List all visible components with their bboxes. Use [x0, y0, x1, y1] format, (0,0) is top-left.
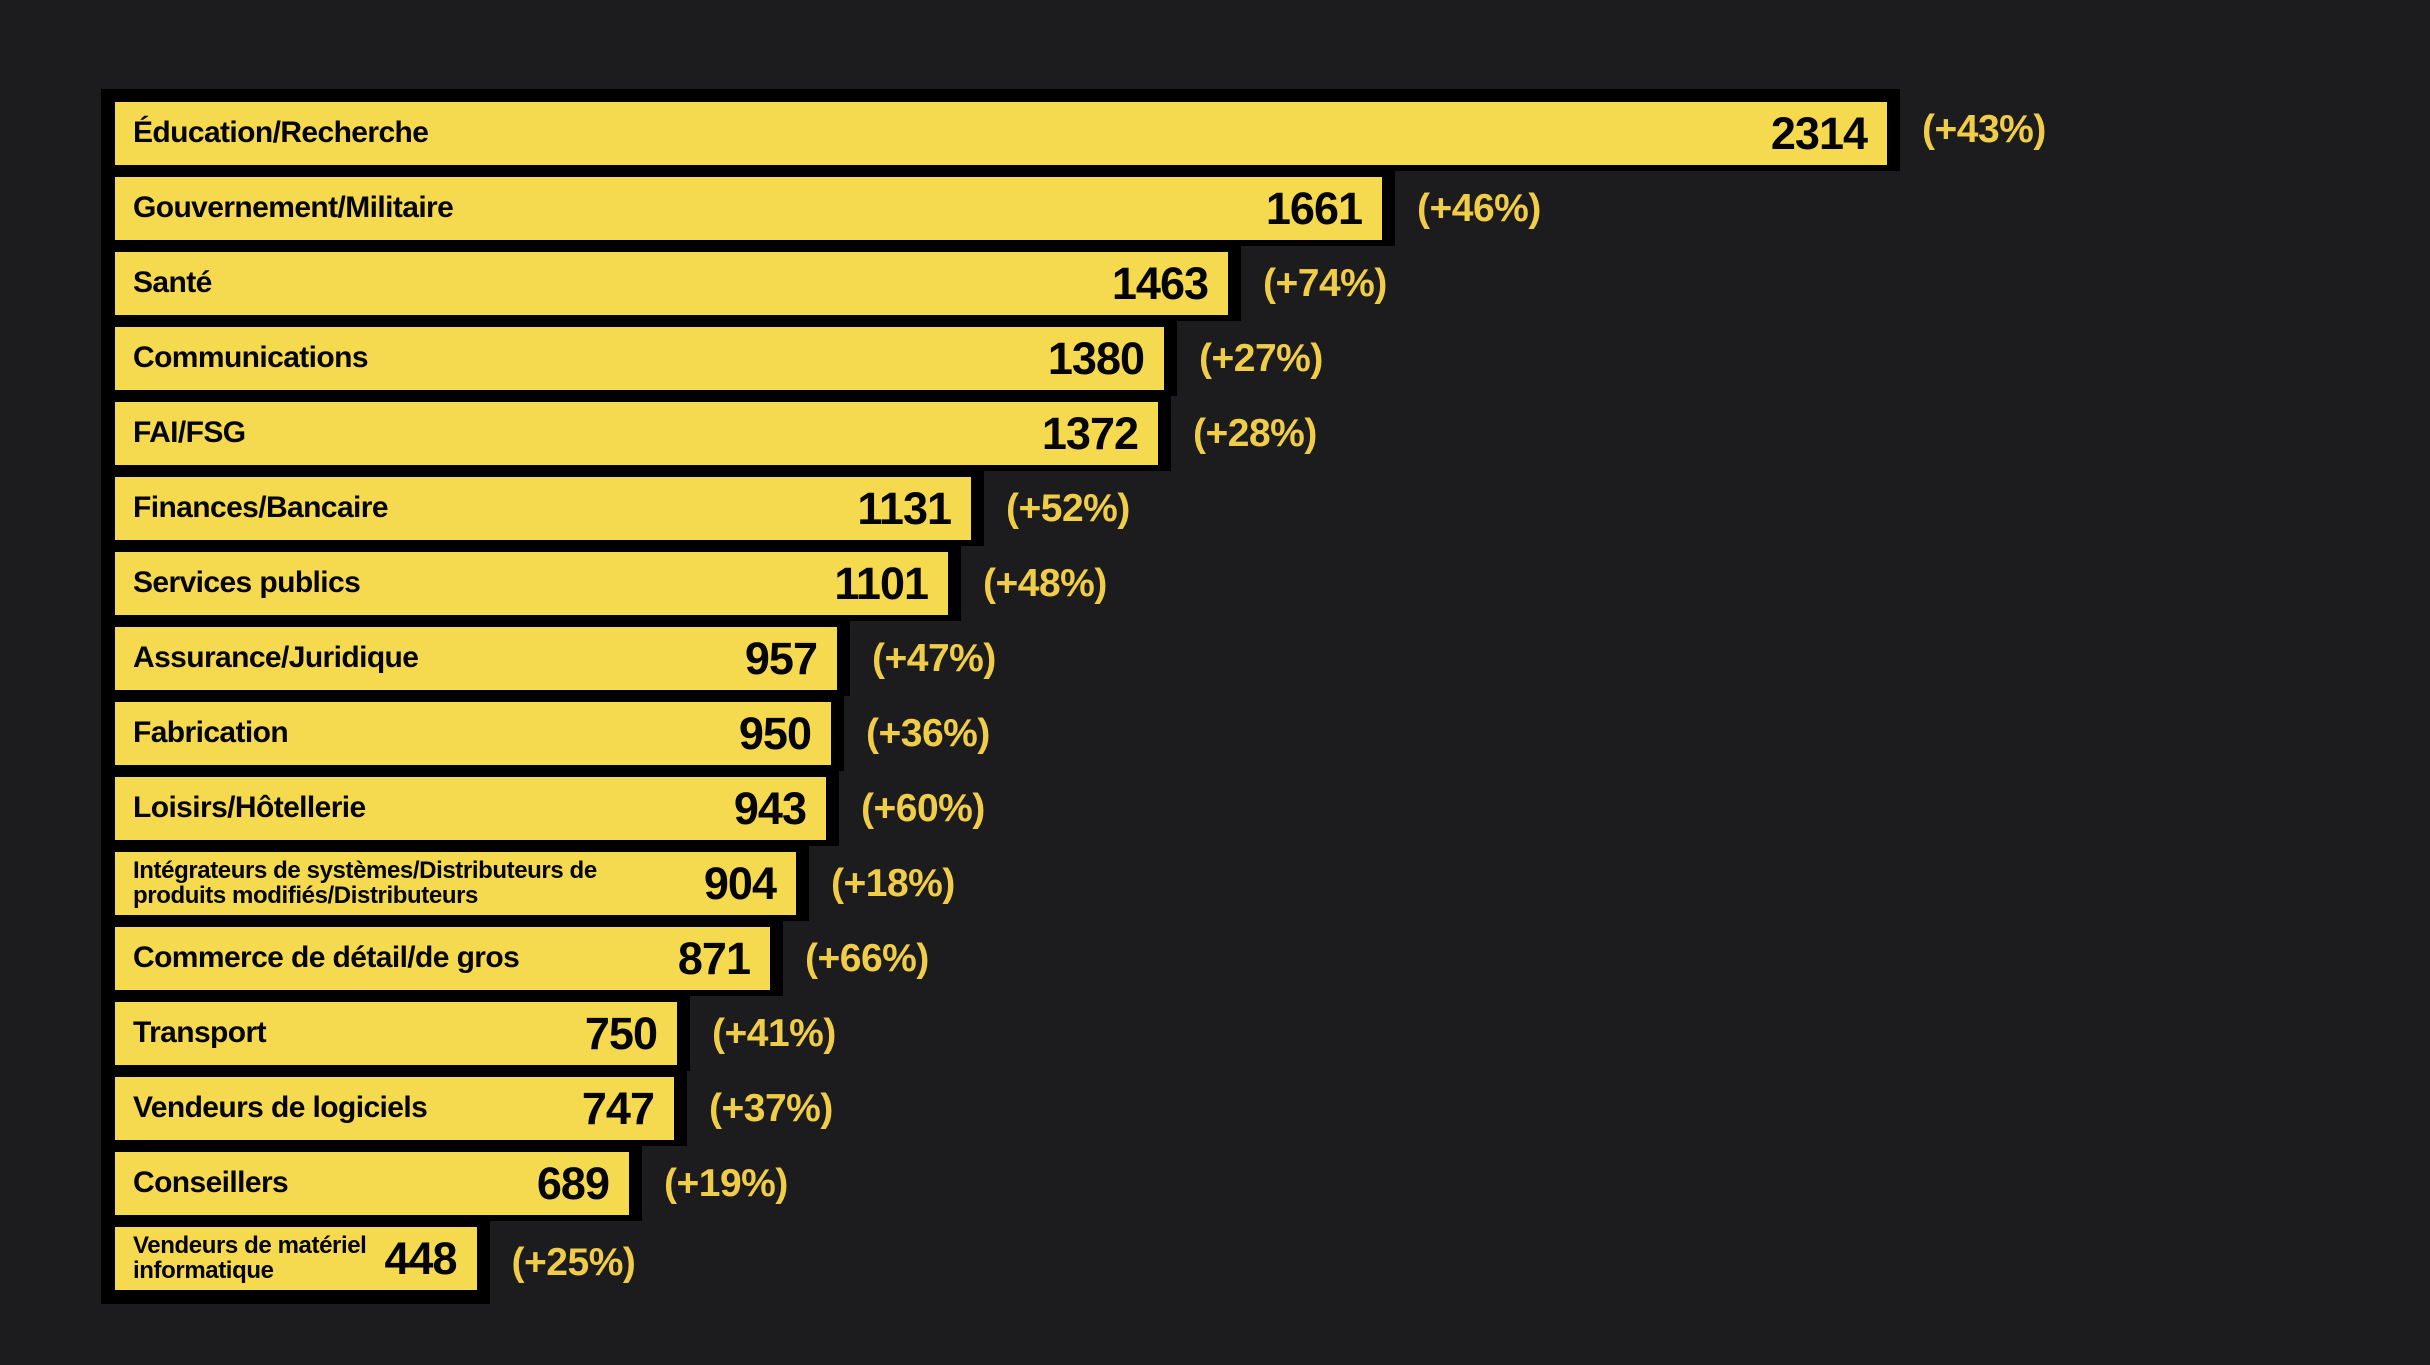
- bar-value: 448: [384, 1232, 457, 1284]
- bar-label: Santé: [133, 266, 212, 300]
- bar: Services publics 1101: [115, 552, 948, 615]
- bar-label: Finances/Bancaire: [133, 491, 389, 525]
- bar-value: 689: [536, 1157, 610, 1209]
- bar-row: Conseillers 689 (+19%): [101, 1146, 2046, 1221]
- bar: Éducation/Recherche 2314: [115, 102, 1887, 165]
- bar: Finances/Bancaire 1131: [115, 477, 971, 540]
- bar-label: Conseillers: [133, 1166, 289, 1200]
- bar-outline: Communications 1380: [101, 321, 1177, 396]
- bar-outline: Fabrication 950: [101, 696, 844, 771]
- bar-label: Commerce de détail/de gros: [133, 941, 520, 975]
- bar-outline: Finances/Bancaire 1131: [101, 471, 984, 546]
- bar-outline: Transport 750: [101, 996, 690, 1071]
- bar-change-label: (+66%): [805, 936, 929, 980]
- bar: Fabrication 950: [115, 702, 831, 765]
- bar-change-label: (+28%): [1193, 411, 1317, 455]
- bar-row: Loisirs/Hôtellerie 943 (+60%): [101, 771, 2046, 846]
- bar-row: Intégrateurs de systèmes/Distributeurs d…: [101, 846, 2046, 921]
- bar-label: Vendeurs de logiciels: [133, 1091, 428, 1125]
- bar: Communications 1380: [115, 327, 1164, 390]
- bar-label: Gouvernement/Militaire: [133, 191, 454, 225]
- bar: Gouvernement/Militaire 1661: [115, 177, 1382, 240]
- bar-label: Assurance/Juridique: [133, 641, 419, 675]
- bar-value: 904: [703, 857, 777, 909]
- bar-row: Commerce de détail/de gros 871 (+66%): [101, 921, 2046, 996]
- bar-value: 1380: [1047, 332, 1145, 384]
- bar-outline: Conseillers 689: [101, 1146, 642, 1221]
- bar: Commerce de détail/de gros 871: [115, 927, 770, 990]
- bar-outline: Assurance/Juridique 957: [101, 621, 850, 696]
- bar-outline: Gouvernement/Militaire 1661: [101, 171, 1395, 246]
- bar-outline: Services publics 1101: [101, 546, 961, 621]
- bar: Intégrateurs de systèmes/Distributeurs d…: [115, 852, 796, 915]
- bar-change-label: (+41%): [712, 1011, 836, 1055]
- bar-row: Vendeurs de logiciels 747 (+37%): [101, 1071, 2046, 1146]
- bar: Transport 750: [115, 1002, 677, 1065]
- bar: Vendeurs de logiciels 747: [115, 1077, 674, 1140]
- bar-change-label: (+36%): [866, 711, 990, 755]
- bar-label: Communications: [133, 341, 369, 375]
- bar-label: Intégrateurs de systèmes/Distributeurs d…: [133, 857, 597, 909]
- bar-value: 1463: [1111, 257, 1209, 309]
- bar-value: 943: [733, 782, 807, 834]
- bar-label: FAI/FSG: [133, 416, 246, 450]
- bar-value: 1372: [1041, 407, 1139, 459]
- bar-outline: Intégrateurs de systèmes/Distributeurs d…: [101, 846, 809, 921]
- bar-row: Transport 750 (+41%): [101, 996, 2046, 1071]
- bar-outline: Vendeurs de logiciels 747: [101, 1071, 687, 1146]
- bar-outline: Vendeurs de matériel informatique 448: [101, 1221, 490, 1304]
- bar: Santé 1463: [115, 252, 1228, 315]
- bar-change-label: (+60%): [861, 786, 985, 830]
- bar-outline: FAI/FSG 1372: [101, 396, 1171, 471]
- bar-row: Fabrication 950 (+36%): [101, 696, 2046, 771]
- bar-change-label: (+18%): [831, 861, 955, 905]
- bar-chart: Éducation/Recherche 2314 (+43%) Gouverne…: [101, 89, 2046, 1304]
- bar-label: Fabrication: [133, 716, 289, 750]
- bar-change-label: (+46%): [1417, 186, 1541, 230]
- bar-label: Services publics: [133, 566, 361, 600]
- bar-value: 2314: [1770, 107, 1868, 159]
- bar: Conseillers 689: [115, 1152, 629, 1215]
- bar-change-label: (+25%): [511, 1240, 636, 1284]
- bar-change-label: (+48%): [983, 561, 1107, 605]
- bar-value: 1131: [857, 482, 952, 534]
- bar-change-label: (+74%): [1263, 261, 1387, 305]
- bar-outline: Loisirs/Hôtellerie 943: [101, 771, 839, 846]
- bar-value: 1661: [1265, 182, 1363, 234]
- bar-outline: Commerce de détail/de gros 871: [101, 921, 783, 996]
- bar-label: Éducation/Recherche: [133, 116, 429, 150]
- bar-row: Assurance/Juridique 957 (+47%): [101, 621, 2046, 696]
- bar-value: 1101: [834, 557, 929, 609]
- bar-outline: Éducation/Recherche 2314: [101, 89, 1900, 171]
- bar-change-label: (+19%): [664, 1161, 788, 1205]
- bar-value: 950: [738, 707, 812, 759]
- bar-label: Loisirs/Hôtellerie: [133, 791, 366, 825]
- bar: Loisirs/Hôtellerie 943: [115, 777, 826, 840]
- bar-change-label: (+27%): [1199, 336, 1323, 380]
- bar-row: Éducation/Recherche 2314 (+43%): [101, 89, 2046, 171]
- bar: Vendeurs de matériel informatique 448: [115, 1227, 477, 1290]
- bar-change-label: (+37%): [709, 1086, 833, 1130]
- bar-value: 750: [584, 1007, 658, 1059]
- bar-value: 871: [677, 932, 751, 984]
- bar-row: Finances/Bancaire 1131 (+52%): [101, 471, 2046, 546]
- bar-label: Transport: [133, 1016, 267, 1050]
- bar-change-label: (+43%): [1922, 108, 2046, 151]
- bar-change-label: (+52%): [1006, 486, 1130, 530]
- bar-label: Vendeurs de matériel informatique: [133, 1232, 367, 1284]
- bar-row: Services publics 1101 (+48%): [101, 546, 2046, 621]
- bar: FAI/FSG 1372: [115, 402, 1158, 465]
- bar-value: 747: [581, 1082, 655, 1134]
- bar-row: Vendeurs de matériel informatique 448 (+…: [101, 1221, 2046, 1304]
- bar-change-label: (+47%): [872, 636, 996, 680]
- bar-outline: Santé 1463: [101, 246, 1241, 321]
- bar: Assurance/Juridique 957: [115, 627, 837, 690]
- bar-row: FAI/FSG 1372 (+28%): [101, 396, 2046, 471]
- bar-row: Communications 1380 (+27%): [101, 321, 2046, 396]
- bar-row: Santé 1463 (+74%): [101, 246, 2046, 321]
- bar-value: 957: [744, 632, 818, 684]
- bar-row: Gouvernement/Militaire 1661 (+46%): [101, 171, 2046, 246]
